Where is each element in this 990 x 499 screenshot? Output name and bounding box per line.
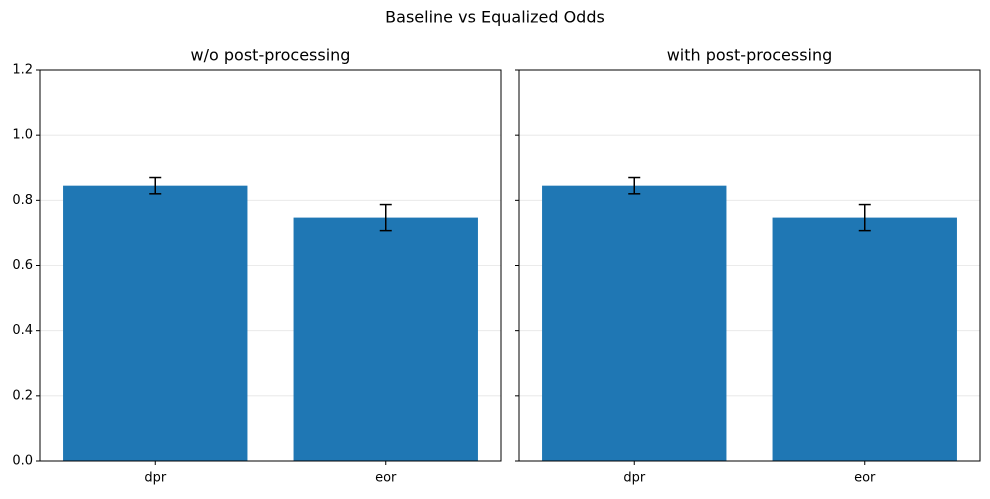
- x-tick-label: eor: [375, 471, 397, 486]
- figure-title: Baseline vs Equalized Odds: [385, 8, 605, 27]
- axes-frame: [39, 69, 502, 462]
- y-tick-label: 0.8: [12, 193, 33, 208]
- y-tick-label: 0.0: [12, 454, 33, 469]
- subplot-title: with post-processing: [667, 46, 833, 65]
- error-bar: [379, 203, 392, 232]
- axes-frame: [518, 69, 981, 462]
- y-tick-label: 0.6: [12, 258, 33, 273]
- x-tick-label: dpr: [623, 471, 646, 486]
- error-bar: [628, 176, 641, 195]
- y-tick-label: 0.4: [12, 323, 33, 338]
- bar: [542, 185, 727, 461]
- subplot-title: w/o post-processing: [191, 46, 351, 65]
- y-tick-label: 0.2: [12, 388, 33, 403]
- y-tick-label: 1.2: [12, 63, 33, 78]
- bar: [293, 217, 478, 461]
- error-bar: [149, 176, 162, 195]
- bar: [772, 217, 957, 461]
- x-tick-label: dpr: [144, 471, 167, 486]
- x-tick-label: eor: [854, 471, 876, 486]
- bar: [63, 185, 248, 461]
- y-tick-label: 1.0: [12, 128, 33, 143]
- error-bar: [858, 203, 871, 232]
